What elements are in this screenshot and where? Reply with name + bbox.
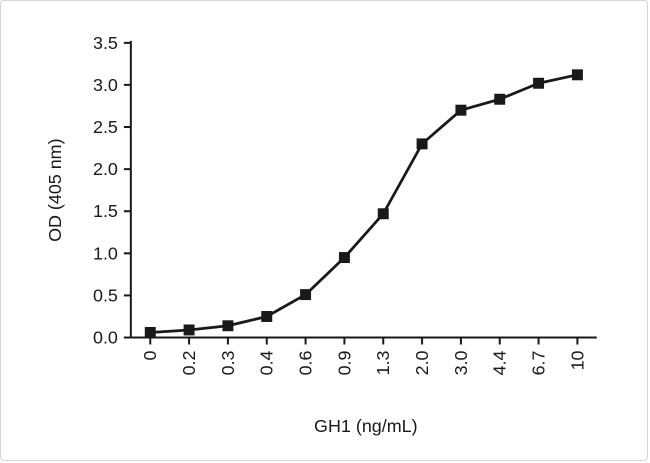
data-point-marker [416,138,428,150]
x-tick-label: 10 [567,350,587,370]
data-point-marker [144,327,156,338]
x-tick-label: 0.6 [296,350,316,375]
y-tick-label: 2.5 [93,117,118,137]
x-tick-label: 0.4 [257,350,277,375]
y-tick-label: 0.0 [93,328,118,348]
x-tick-label: 6.7 [529,350,549,375]
y-tick-label: 1.0 [93,243,118,263]
y-axis-label: OD (405 nm) [45,138,65,242]
series-line [148,73,579,334]
y-tick-label: 0.5 [93,285,118,305]
x-axis-label: GH1 (ng/mL) [314,416,418,436]
data-point-marker [222,320,234,332]
data-point-marker [494,93,506,105]
data-point-marker [455,104,467,116]
data-point-marker [533,77,545,89]
y-tick-label: 3.0 [93,75,118,95]
data-point-marker [300,289,312,301]
data-point-marker [183,324,195,336]
x-tick-label: 0.3 [218,350,238,375]
data-point-marker [571,69,583,81]
x-tick-label: 0 [140,350,160,360]
x-tick-label: 0.2 [179,350,199,375]
x-tick-label: 3.0 [451,350,471,375]
data-point-marker [338,252,350,264]
y-tick-label: 1.5 [93,201,118,221]
x-tick-label: 1.3 [373,350,393,375]
chart-plot-area: 0.0 0.5 1.0 1.5 2.0 2.5 3.0 3.5 0 0.2 0.3 0.4 0.6 0.9… [93,33,597,375]
data-point-marker [261,311,273,322]
data-point-marker [377,208,389,220]
y-tick-label: 2.0 [93,159,118,179]
x-tick-label: 0.9 [334,350,354,375]
x-tick-label: 2.0 [412,350,432,375]
x-tick-label: 4.4 [490,350,510,375]
y-tick-label: 3.5 [93,33,118,53]
